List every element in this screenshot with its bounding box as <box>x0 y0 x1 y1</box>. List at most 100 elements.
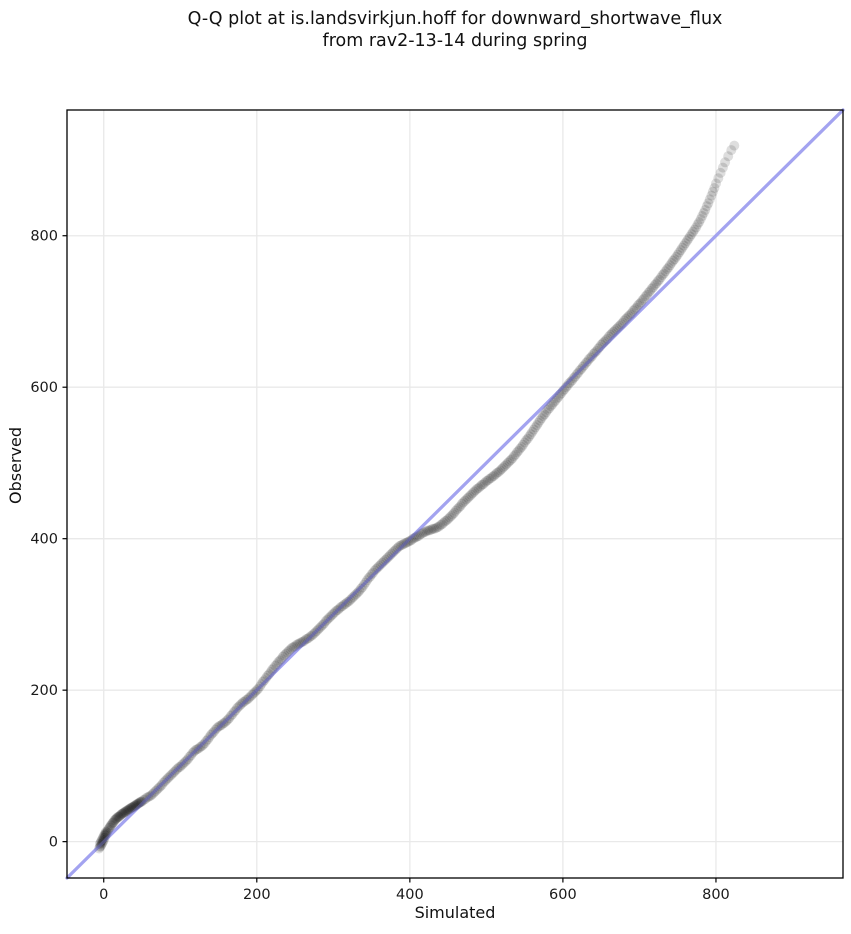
qq-point <box>276 654 287 665</box>
qq-point <box>573 367 584 378</box>
qq-point <box>446 511 457 521</box>
qq-point <box>368 567 379 578</box>
qq-point <box>522 433 533 444</box>
qq-point <box>654 274 665 285</box>
qq-point <box>713 173 724 184</box>
qq-point <box>625 309 636 320</box>
qq-point <box>614 320 625 331</box>
qq-point <box>539 409 550 420</box>
qq-point <box>669 254 680 265</box>
qq-point <box>406 535 417 546</box>
qq-point <box>459 495 470 506</box>
qq-point <box>602 333 613 344</box>
qq-point <box>453 502 464 513</box>
qq-point <box>505 454 516 465</box>
qq-point <box>287 642 297 653</box>
qq-point <box>556 388 567 399</box>
qq-point <box>590 347 600 358</box>
qq-point <box>285 644 296 655</box>
qq-point <box>403 536 414 547</box>
qq-point <box>267 664 278 675</box>
qq-point <box>332 604 343 615</box>
qq-point <box>486 473 496 484</box>
qq-point <box>608 326 619 337</box>
qq-point <box>296 637 307 648</box>
qq-point <box>308 629 319 640</box>
qq-point <box>706 190 717 201</box>
y-tick-label-600: 600 <box>30 380 58 396</box>
qq-point <box>130 800 141 811</box>
qq-point <box>662 264 672 275</box>
qq-point <box>580 358 591 368</box>
qq-point <box>261 673 271 683</box>
qq-point <box>655 272 666 283</box>
x-tick-label-0: 0 <box>99 887 108 903</box>
qq-point <box>512 447 522 458</box>
qq-point <box>658 268 669 279</box>
x-tick-label-400: 400 <box>396 887 424 903</box>
qq-point <box>290 641 301 652</box>
qq-point <box>155 781 166 792</box>
qq-point <box>553 392 564 403</box>
qq-point <box>531 420 542 431</box>
qq-point <box>172 763 183 774</box>
qq-point <box>340 598 351 609</box>
x-axis-label: Simulated <box>414 903 496 922</box>
qq-point <box>694 217 705 228</box>
qq-point <box>643 287 654 298</box>
qq-point <box>606 328 617 339</box>
qq-point <box>293 639 304 649</box>
qq-point <box>639 293 649 304</box>
qq-point <box>182 754 193 765</box>
qq-point <box>120 806 131 817</box>
qq-point <box>242 694 253 705</box>
qq-point <box>291 639 302 650</box>
qq-point <box>303 632 314 643</box>
qq-point <box>407 533 418 544</box>
qq-point <box>544 403 555 414</box>
chart-title: Q-Q plot at is.landsvirkjun.hoff for dow… <box>67 8 843 52</box>
qq-point <box>519 437 530 448</box>
qq-point <box>576 364 587 374</box>
qq-point <box>493 467 504 477</box>
qq-point <box>337 601 348 612</box>
qq-point <box>133 798 144 808</box>
qq-point <box>343 596 354 607</box>
qq-point <box>660 266 671 277</box>
qq-point <box>441 515 452 526</box>
qq-point <box>665 260 675 271</box>
qq-point <box>703 198 714 209</box>
qq-point <box>106 820 117 830</box>
qq-point <box>247 689 258 700</box>
qq-point <box>95 841 106 852</box>
qq-point <box>538 411 548 421</box>
qq-point <box>704 194 715 205</box>
qq-point <box>521 435 532 446</box>
qq-point <box>620 314 631 324</box>
qq-point <box>279 650 290 661</box>
qq-point <box>250 686 261 697</box>
qq-point <box>362 575 372 586</box>
qq-point <box>98 835 109 846</box>
qq-point <box>125 803 136 814</box>
qq-point <box>570 371 581 382</box>
qq-point <box>579 360 590 371</box>
qq-point <box>104 823 115 833</box>
qq-point <box>444 512 455 523</box>
qq-point <box>550 395 561 406</box>
qq-point <box>571 369 582 380</box>
qq-point <box>351 589 362 599</box>
qq-point <box>238 697 248 708</box>
qq-point <box>111 813 122 824</box>
qq-point <box>156 779 167 790</box>
qq-point <box>322 614 333 625</box>
qq-point <box>120 807 131 818</box>
qq-point <box>121 805 132 816</box>
qq-point <box>594 342 605 353</box>
qq-point <box>288 642 299 652</box>
qq-point <box>329 607 340 618</box>
qq-point <box>636 297 646 308</box>
qq-point <box>103 824 114 835</box>
qq-point <box>455 501 466 512</box>
qq-point <box>378 556 389 567</box>
